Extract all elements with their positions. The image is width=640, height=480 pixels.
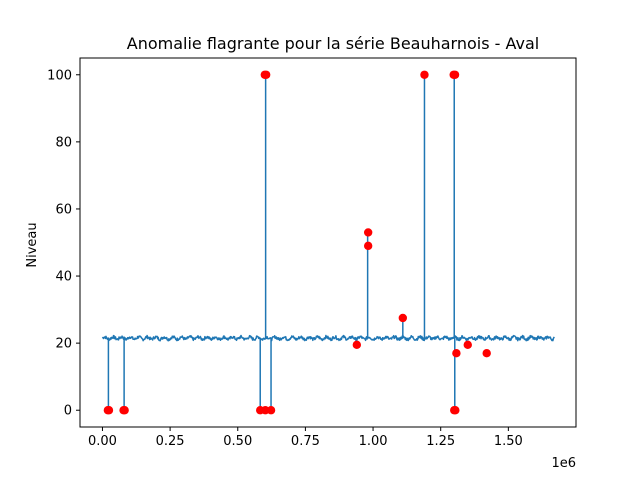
- anomaly-point: [398, 313, 408, 323]
- x-tick-label: 0.50: [223, 434, 252, 449]
- axes-frame: [79, 57, 577, 428]
- anomaly-point: [352, 340, 362, 350]
- y-tick-label: 0: [64, 404, 72, 419]
- axes: 0.00 0.25 0.50 0.75 1.00 1.25 1.50 0 20 40 60 80 100: [47, 57, 577, 449]
- plot-area: [101, 70, 555, 415]
- anomaly-point: [482, 349, 491, 358]
- anomaly-point: [261, 70, 271, 79]
- x-tick-label: 1.50: [494, 434, 523, 449]
- y-tick-label: 80: [55, 135, 72, 150]
- y-tick-label: 20: [55, 337, 72, 352]
- y-tick-label: 40: [55, 270, 72, 285]
- anomaly-point: [363, 228, 373, 237]
- x-tick-label: 0.00: [88, 434, 117, 449]
- y-axis-label: Niveau: [25, 222, 40, 267]
- anomaly-point: [451, 406, 460, 415]
- y-tick-label: 60: [55, 202, 72, 217]
- anomaly-point: [120, 406, 129, 415]
- x-tick-label: 0.75: [291, 434, 320, 449]
- x-tick-label: 0.25: [156, 434, 185, 449]
- series-line: [101, 74, 555, 411]
- chart-title: Anomalie flagrante pour la série Beauhar…: [127, 34, 539, 53]
- anomaly-point: [266, 406, 276, 415]
- anomaly-point: [420, 70, 429, 79]
- anomaly-point: [363, 241, 373, 251]
- x-tick-label: 1.25: [426, 434, 455, 449]
- anomaly-point: [104, 406, 114, 415]
- y-tick-label: 100: [47, 68, 72, 83]
- anomaly-point: [463, 340, 472, 350]
- x-tick-label: 1.00: [359, 434, 388, 449]
- anomaly-point: [450, 70, 460, 79]
- x-offset-label: 1e6: [551, 456, 576, 471]
- anomaly-point: [452, 349, 461, 358]
